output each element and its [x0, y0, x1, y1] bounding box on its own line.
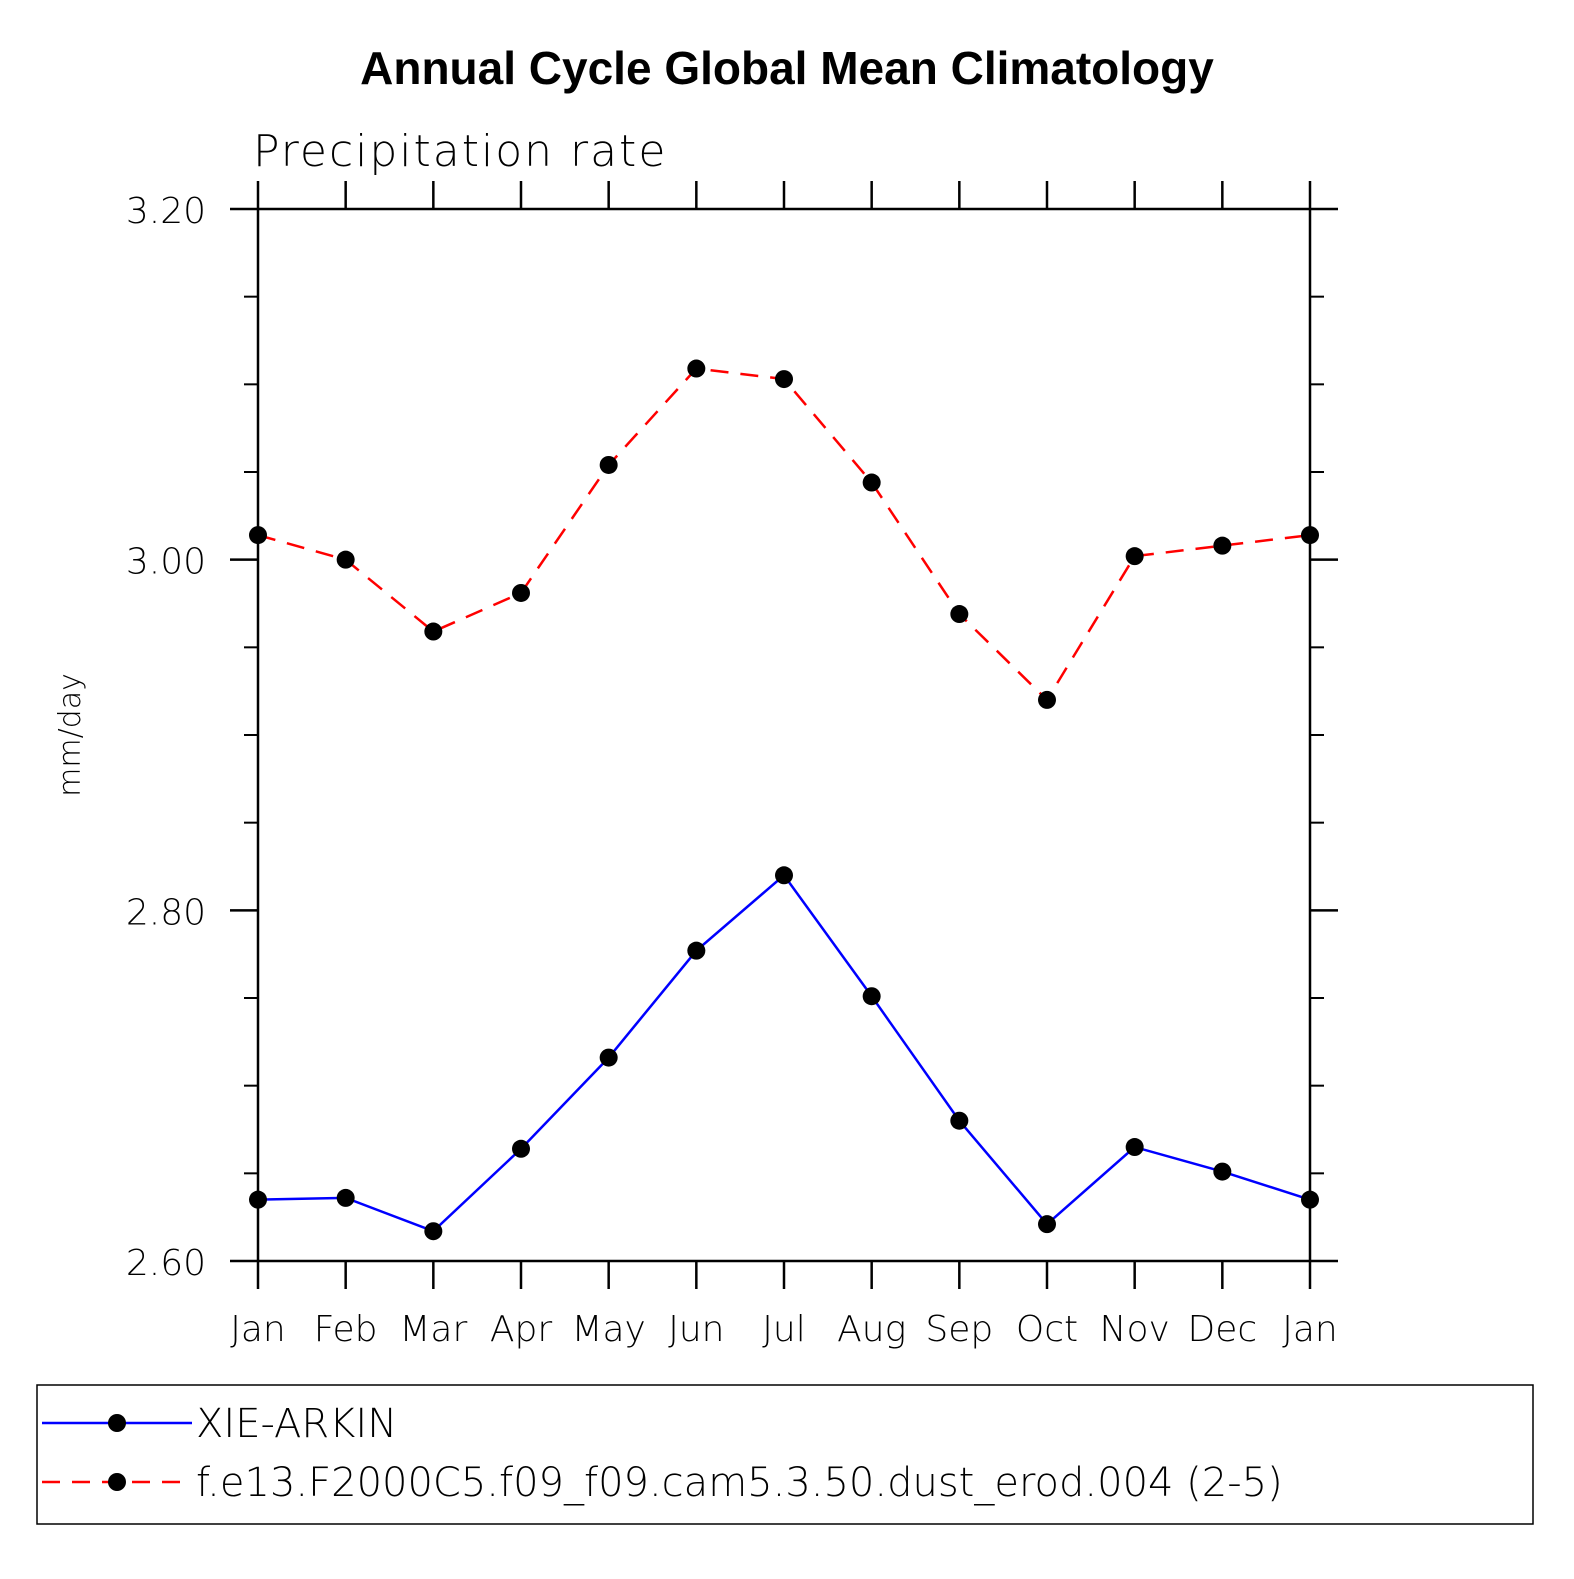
x-tick-label: Oct: [1016, 1309, 1078, 1350]
x-tick-label: Aug: [837, 1309, 906, 1350]
legend-label-series-1: XIE-ARKIN: [196, 1401, 397, 1447]
y-axis-label: mm/day: [53, 673, 88, 797]
x-tick-label: Apr: [490, 1309, 552, 1350]
series-line-2: [257, 367, 1311, 702]
y-tick-label: 3.20: [126, 191, 206, 232]
data-point-series-1: [1301, 1190, 1319, 1209]
x-tick-label: Jul: [762, 1309, 805, 1350]
data-point-series-1: [862, 987, 881, 1006]
series-line-1: [257, 873, 1311, 1233]
data-point-series-1: [336, 1188, 355, 1207]
data-point-series-2: [424, 622, 443, 641]
y-tick-label: 2.80: [126, 892, 206, 933]
chart-subtitle: Precipitation rate: [253, 126, 667, 177]
data-point-series-1: [1038, 1215, 1056, 1234]
x-tick-label: Nov: [1100, 1309, 1170, 1350]
data-point-series-2: [249, 526, 267, 545]
x-tick-label: Mar: [399, 1309, 467, 1350]
x-tick-label: Dec: [1187, 1309, 1257, 1350]
legend-label-series-2: f.e13.F2000C5.f09_f09.cam5.3.50.dust_ero…: [196, 1460, 1283, 1506]
data-point-series-2: [950, 605, 969, 624]
series-layer: [249, 359, 1319, 1241]
legend-box: [36, 1384, 1534, 1525]
data-point-series-2: [862, 473, 881, 492]
data-point-series-1: [424, 1222, 443, 1241]
x-tick-label: Jan: [1282, 1309, 1338, 1350]
data-point-series-1: [599, 1048, 618, 1067]
data-point-series-1: [950, 1111, 969, 1130]
data-point-series-2: [336, 550, 355, 569]
data-point-series-1: [1213, 1162, 1232, 1181]
data-point-series-1: [512, 1139, 530, 1158]
y-tick-label: 2.60: [126, 1243, 206, 1284]
x-tick-label: Jun: [668, 1309, 724, 1350]
x-tick-label: May: [571, 1309, 645, 1350]
legend-marker-series-1: [108, 1414, 126, 1432]
axes: Jan Feb Mar Apr May Jun Jul Aug Sep Oct Nov Dec Jan 2…: [126, 181, 1338, 1350]
chart-title: Annual Cycle Global Mean Climatology: [360, 42, 1214, 94]
x-tick-label: Feb: [314, 1309, 378, 1350]
data-point-series-1: [687, 941, 706, 960]
data-point-series-2: [512, 583, 530, 602]
x-tick-label: Sep: [925, 1309, 993, 1350]
data-point-series-1: [249, 1190, 267, 1209]
legend: XIE-ARKIN f.e13.F2000C5.f09_f09.cam5.3.50…: [36, 1384, 1534, 1525]
data-point-series-2: [1301, 526, 1319, 545]
y-tick-label: 3.00: [126, 542, 206, 583]
data-point-series-1: [1125, 1138, 1144, 1157]
data-point-series-2: [687, 359, 706, 378]
data-point-series-1: [775, 866, 793, 885]
x-tick-label: Jan: [230, 1309, 286, 1350]
data-point-series-2: [1213, 536, 1232, 555]
data-point-series-2: [775, 370, 793, 389]
data-point-series-2: [1125, 547, 1144, 566]
data-point-series-2: [599, 455, 618, 474]
data-point-series-2: [1038, 690, 1056, 709]
legend-marker-series-2: [108, 1473, 126, 1491]
